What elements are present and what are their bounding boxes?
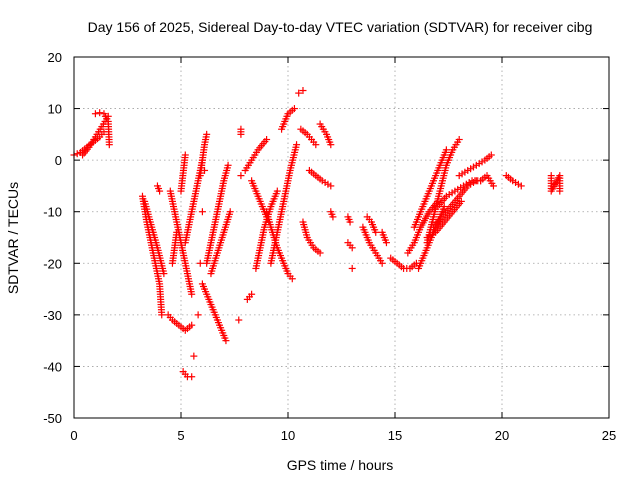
- data-point: [457, 197, 465, 205]
- chart-title: Day 156 of 2025, Sidereal Day-to-day VTE…: [88, 19, 593, 35]
- data-point: [194, 311, 202, 319]
- data-point: [224, 161, 232, 169]
- data-point: [489, 182, 497, 190]
- x-tick-label: 5: [177, 428, 184, 443]
- data-point: [382, 239, 390, 247]
- data-point: [226, 208, 234, 216]
- data-point: [188, 321, 196, 329]
- x-tick-label: 0: [70, 428, 77, 443]
- data-point: [378, 259, 386, 267]
- y-tick-label: -50: [43, 411, 62, 426]
- y-tick-label: -20: [43, 256, 62, 271]
- data-point: [293, 141, 301, 149]
- data-point: [327, 182, 335, 190]
- y-tick-label: -10: [43, 205, 62, 220]
- data-point: [487, 151, 495, 159]
- data-point: [105, 141, 113, 149]
- data-point: [273, 187, 281, 195]
- data-point: [181, 151, 189, 159]
- data-point: [203, 130, 211, 138]
- data-point: [312, 141, 320, 149]
- data-point: [156, 187, 164, 195]
- data-point: [348, 264, 356, 272]
- data-point: [158, 311, 166, 319]
- y-tick-label: 10: [48, 102, 62, 117]
- data-point: [299, 87, 307, 95]
- data-point: [440, 203, 448, 211]
- data-point: [91, 110, 99, 118]
- x-tick-label: 10: [281, 428, 295, 443]
- data-point: [329, 213, 337, 221]
- y-tick-label: -30: [43, 308, 62, 323]
- data-point: [235, 316, 243, 324]
- data-point: [442, 146, 450, 154]
- data-point: [190, 352, 198, 360]
- data-point: [348, 244, 356, 252]
- data-point: [188, 373, 196, 381]
- data-point: [248, 290, 256, 298]
- data-point: [173, 228, 181, 236]
- data-point: [346, 218, 354, 226]
- data-point: [188, 290, 196, 298]
- data-point: [237, 172, 245, 180]
- data-points: [70, 87, 564, 381]
- data-point: [198, 208, 206, 216]
- y-tick-label: -40: [43, 359, 62, 374]
- data-point: [96, 109, 104, 117]
- data-point: [455, 136, 463, 144]
- data-point: [222, 337, 230, 345]
- x-axis-label: GPS time / hours: [287, 457, 394, 473]
- plot-frame: [73, 56, 610, 419]
- y-tick-label: 20: [48, 50, 62, 65]
- data-point: [327, 141, 335, 149]
- x-tick-label: 25: [602, 428, 616, 443]
- data-point: [556, 187, 564, 195]
- data-point: [237, 125, 245, 133]
- data-point: [517, 182, 525, 190]
- data-point: [263, 136, 271, 144]
- x-tick-label: 20: [495, 428, 509, 443]
- data-point: [288, 275, 296, 283]
- data-point: [372, 228, 380, 236]
- x-tick-label: 15: [388, 428, 402, 443]
- y-tick-label: 0: [55, 153, 62, 168]
- data-point: [73, 150, 81, 158]
- data-point: [290, 105, 298, 113]
- data-point: [160, 270, 168, 278]
- data-point: [196, 259, 204, 267]
- data-point: [316, 249, 324, 257]
- y-axis-label: SDTVAR / TECUs: [5, 182, 21, 294]
- data-point: [295, 89, 303, 97]
